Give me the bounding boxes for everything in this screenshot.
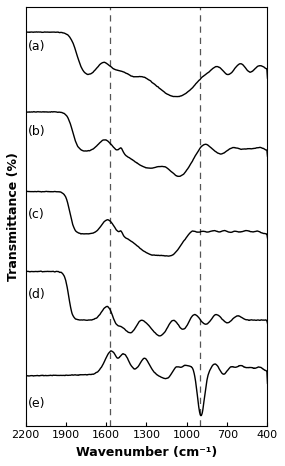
Text: (a): (a) [28, 41, 45, 53]
X-axis label: Wavenumber (cm⁻¹): Wavenumber (cm⁻¹) [76, 446, 217, 459]
Y-axis label: Transmittance (%): Transmittance (%) [7, 152, 20, 281]
Text: (e): (e) [28, 397, 45, 410]
Text: (b): (b) [28, 125, 45, 138]
Text: (c): (c) [28, 208, 44, 221]
Text: (d): (d) [28, 288, 45, 301]
